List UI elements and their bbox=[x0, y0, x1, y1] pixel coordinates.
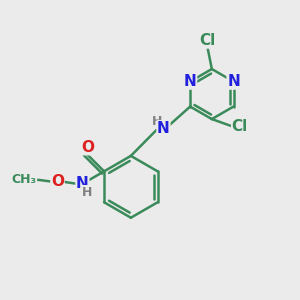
Text: CH₃: CH₃ bbox=[11, 173, 36, 186]
Text: N: N bbox=[76, 176, 89, 191]
Text: N: N bbox=[227, 74, 240, 89]
Text: Cl: Cl bbox=[199, 33, 215, 48]
Text: O: O bbox=[81, 140, 94, 155]
Text: N: N bbox=[157, 121, 170, 136]
Text: O: O bbox=[51, 174, 64, 189]
Text: N: N bbox=[184, 74, 197, 89]
Text: H: H bbox=[152, 115, 162, 128]
Text: Cl: Cl bbox=[232, 119, 248, 134]
Text: H: H bbox=[82, 186, 92, 199]
